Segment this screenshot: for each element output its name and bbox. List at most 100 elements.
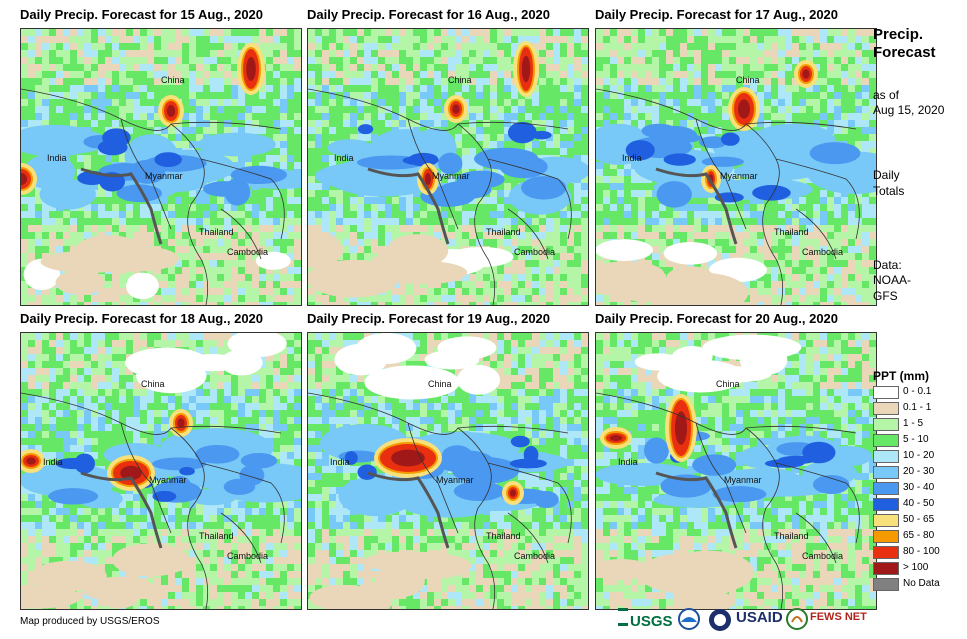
precip-map: China India Myanmar Thailand Cambodia bbox=[20, 28, 302, 306]
place-label-cambodia: Cambodia bbox=[802, 551, 844, 561]
precip-field bbox=[21, 29, 301, 305]
place-label-china: China bbox=[448, 75, 472, 85]
legend-swatch bbox=[873, 385, 899, 399]
legend-label: No Data bbox=[903, 578, 940, 589]
panel-title: Daily Precip. Forecast for 18 Aug., 2020 bbox=[20, 311, 264, 326]
usgs-logo: USGS bbox=[618, 608, 673, 630]
legend-label: 65 - 80 bbox=[903, 530, 935, 541]
place-label-cambodia: Cambodia bbox=[227, 247, 269, 257]
panel-title: Daily Precip. Forecast for 20 Aug., 2020 bbox=[595, 311, 839, 326]
place-label-china: China bbox=[141, 379, 165, 389]
legend-row: 10 - 20 bbox=[873, 448, 967, 464]
legend-row: 80 - 100 bbox=[873, 544, 967, 560]
precip-map: China India Myanmar Thailand Cambodia bbox=[307, 28, 589, 306]
legend-label: > 100 bbox=[903, 562, 929, 573]
legend: PPT (mm) 0 - 0.1 0.1 - 1 1 - 5 5 - 10 10 - 2… bbox=[873, 368, 967, 592]
legend-label: 20 - 30 bbox=[903, 466, 935, 477]
forecast-panel: Daily Precip. Forecast for 15 Aug., 2020… bbox=[20, 6, 302, 306]
legend-swatch bbox=[873, 529, 899, 543]
forecast-panel: Daily Precip. Forecast for 16 Aug., 2020… bbox=[307, 6, 589, 306]
noaa-logo bbox=[678, 608, 700, 635]
legend-label: 40 - 50 bbox=[903, 498, 935, 509]
legend-label: 0 - 0.1 bbox=[903, 386, 932, 397]
precip-map: China India Myanmar Thailand Cambodia bbox=[20, 332, 302, 610]
data-label: Data: bbox=[873, 258, 902, 272]
place-label-india: India bbox=[47, 153, 67, 163]
legend-swatch bbox=[873, 417, 899, 431]
data-source-1: NOAA- bbox=[873, 273, 912, 287]
panel-title: Daily Precip. Forecast for 17 Aug., 2020 bbox=[595, 7, 839, 22]
legend-label: 5 - 10 bbox=[903, 434, 929, 445]
place-label-thailand: Thailand bbox=[774, 227, 809, 237]
legend-title: PPT (mm) bbox=[873, 369, 930, 383]
place-label-china: China bbox=[428, 379, 452, 389]
place-label-india: India bbox=[622, 153, 642, 163]
place-label-thailand: Thailand bbox=[199, 227, 234, 237]
place-label-thailand: Thailand bbox=[774, 531, 809, 541]
place-label-thailand: Thailand bbox=[486, 531, 521, 541]
as-of-date: Aug 15, 2020 bbox=[873, 103, 945, 117]
precip-map: China India Myanmar Thailand Cambodia bbox=[307, 332, 589, 610]
fews-net-logo: FEWS NET bbox=[810, 611, 867, 623]
legend-row: > 100 bbox=[873, 560, 967, 576]
side-title: Precip. Forecast bbox=[873, 26, 936, 61]
legend-label: 10 - 20 bbox=[903, 450, 935, 461]
legend-label: 50 - 65 bbox=[903, 514, 935, 525]
place-label-china: China bbox=[716, 379, 740, 389]
precip-map: China India Myanmar Thailand Cambodia bbox=[595, 332, 877, 610]
noaa-icon bbox=[678, 608, 700, 630]
legend-label: 30 - 40 bbox=[903, 482, 935, 493]
fews-net-emblem bbox=[786, 608, 808, 635]
precip-field bbox=[21, 333, 301, 609]
place-label-cambodia: Cambodia bbox=[227, 551, 269, 561]
place-label-cambodia: Cambodia bbox=[514, 247, 556, 257]
legend-row: 30 - 40 bbox=[873, 480, 967, 496]
forecast-panel: Daily Precip. Forecast for 19 Aug., 2020… bbox=[307, 310, 589, 610]
place-label-china: China bbox=[161, 75, 185, 85]
panel-title: Daily Precip. Forecast for 19 Aug., 2020 bbox=[307, 311, 551, 326]
legend-label: 80 - 100 bbox=[903, 546, 940, 557]
place-label-thailand: Thailand bbox=[199, 531, 234, 541]
legend-swatch bbox=[873, 561, 899, 575]
totals-label: Totals bbox=[873, 184, 905, 198]
usaid-seal bbox=[708, 608, 732, 637]
daily-label: Daily bbox=[873, 168, 900, 182]
panel-title: Daily Precip. Forecast for 15 Aug., 2020 bbox=[20, 7, 264, 22]
legend-label: 0.1 - 1 bbox=[903, 402, 932, 413]
place-label-myanmar: Myanmar bbox=[149, 475, 187, 485]
legend-row: 5 - 10 bbox=[873, 432, 967, 448]
place-label-myanmar: Myanmar bbox=[436, 475, 474, 485]
fews-emblem-icon bbox=[786, 608, 808, 630]
place-label-india: India bbox=[334, 153, 354, 163]
legend-swatch bbox=[873, 465, 899, 479]
place-label-cambodia: Cambodia bbox=[802, 247, 844, 257]
precip-field bbox=[596, 333, 876, 609]
legend-swatch bbox=[873, 401, 899, 415]
legend-row: 1 - 5 bbox=[873, 416, 967, 432]
legend-row: No Data bbox=[873, 576, 967, 592]
legend-row: 0 - 0.1 bbox=[873, 384, 967, 400]
credit-text: Map produced by USGS/EROS bbox=[20, 616, 160, 627]
legend-swatch bbox=[873, 433, 899, 447]
usaid-seal-icon bbox=[709, 609, 731, 631]
forecast-panel: Daily Precip. Forecast for 20 Aug., 2020… bbox=[595, 310, 877, 610]
legend-row: 50 - 65 bbox=[873, 512, 967, 528]
as-of-label: as of bbox=[873, 88, 900, 102]
legend-swatch bbox=[873, 497, 899, 511]
place-label-india: India bbox=[618, 457, 638, 467]
legend-row: 65 - 80 bbox=[873, 528, 967, 544]
legend-row: 20 - 30 bbox=[873, 464, 967, 480]
place-label-myanmar: Myanmar bbox=[724, 475, 762, 485]
legend-label: 1 - 5 bbox=[903, 418, 924, 429]
panel-title: Daily Precip. Forecast for 16 Aug., 2020 bbox=[307, 7, 551, 22]
precip-map: China India Myanmar Thailand Cambodia bbox=[595, 28, 877, 306]
legend-row: 40 - 50 bbox=[873, 496, 967, 512]
place-label-cambodia: Cambodia bbox=[514, 551, 556, 561]
precip-field bbox=[596, 29, 876, 305]
place-label-india: India bbox=[330, 457, 350, 467]
forecast-panel: Daily Precip. Forecast for 17 Aug., 2020… bbox=[595, 6, 877, 306]
legend-swatch bbox=[873, 481, 899, 495]
precip-field bbox=[308, 333, 588, 609]
place-label-india: India bbox=[43, 457, 63, 467]
legend-swatch bbox=[873, 449, 899, 463]
